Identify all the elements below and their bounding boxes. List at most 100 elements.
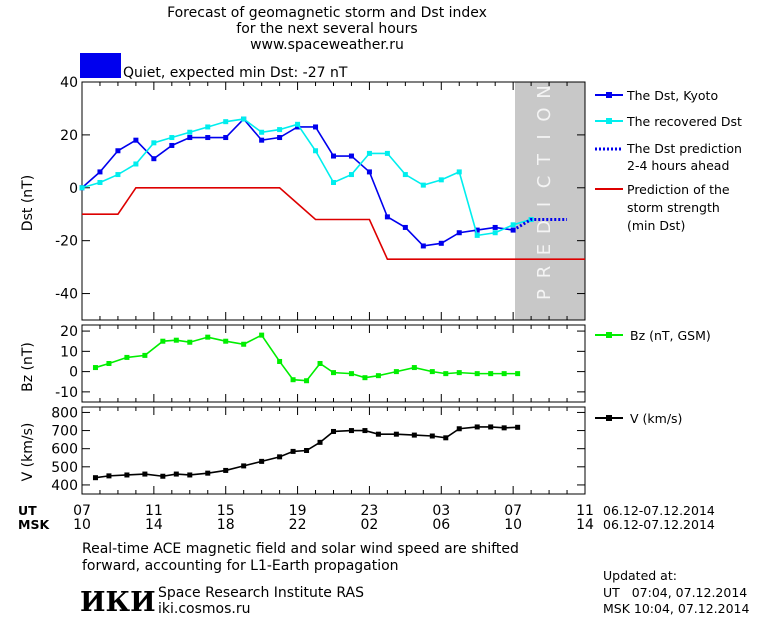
bz-series-0-point xyxy=(290,377,296,383)
v-series-0-point xyxy=(223,467,229,473)
dst-series xyxy=(79,116,585,260)
bz-series-0-point xyxy=(187,339,193,345)
ut-date-range: 06.12-07.12.2014 xyxy=(603,503,715,518)
bz-series-0-point xyxy=(241,341,247,347)
dst-series-1-point xyxy=(205,124,211,130)
prediction-band-letter: I xyxy=(534,202,555,207)
bz-legend: Bz (nT, GSM) xyxy=(595,328,711,343)
bz-y-tick-label: 0 xyxy=(69,365,78,381)
dst-series-0-point xyxy=(492,224,498,230)
dst-series-1-point xyxy=(187,129,193,135)
v-series-0-point xyxy=(277,454,283,460)
dst-series-1-point xyxy=(241,116,247,122)
institute-site-link[interactable]: iki.cosmos.ru xyxy=(158,601,250,617)
dst-series-0-point xyxy=(438,240,444,246)
bz-y-axis-label: Bz (nT) xyxy=(20,342,36,392)
dst-series-0-point xyxy=(151,156,157,162)
footnote-line-2: forward, accounting for L1-Earth propaga… xyxy=(82,558,399,574)
msk-tick-label: 02 xyxy=(361,517,379,533)
dst-y-axis: 40 20 0 -20 -40 xyxy=(55,75,585,303)
v-series-0-point xyxy=(393,431,399,437)
v-series-0-point xyxy=(92,475,98,481)
dst-series-1-point xyxy=(492,230,498,236)
legend-recovered-marker xyxy=(606,118,612,124)
dst-series-1-point xyxy=(348,172,354,178)
bz-series-0-point xyxy=(411,365,417,371)
dst-y-tick-label: 40 xyxy=(60,75,78,91)
v-series-0-point xyxy=(515,424,521,430)
prediction-band-letter: T xyxy=(534,153,555,166)
legend-dst-prediction-horizon: 2-4 hours ahead xyxy=(627,158,729,173)
speed-y-axis: 800 700 600 500 400 xyxy=(51,405,585,494)
dst-y-tick-label: 20 xyxy=(60,128,78,144)
prediction-band-letter: N xyxy=(534,85,555,98)
v-series-0-point xyxy=(173,471,179,477)
bz-series-0-point xyxy=(515,371,521,377)
footnote-line-1: Real-time ACE magnetic field and solar w… xyxy=(82,541,519,557)
v-y-tick-label: 800 xyxy=(51,405,78,421)
dst-series-1-point xyxy=(133,161,139,167)
dst-series-1-point xyxy=(510,222,516,228)
status-color-swatch xyxy=(80,53,121,78)
legend-storm-strength-3: (min Dst) xyxy=(627,218,685,233)
status-text: Quiet, expected min Dst: -27 nT xyxy=(123,65,348,81)
dst-series-1-line xyxy=(81,118,532,237)
dst-series-1-point xyxy=(402,172,408,178)
updated-msk: MSK 10:04, 07.12.2014 xyxy=(603,601,749,616)
dst-series-0-line xyxy=(81,117,514,247)
v-series-0-point xyxy=(488,424,494,430)
chart-title-line-2: for the next several hours xyxy=(236,21,417,37)
dst-series-0-point xyxy=(313,124,319,130)
updated-label: Updated at: xyxy=(603,568,677,583)
dst-series-1-point xyxy=(79,185,85,191)
speed-frame xyxy=(81,406,586,495)
prediction-band-letter: C xyxy=(534,176,555,189)
v-series-0-point xyxy=(348,428,354,434)
dst-y-tick-label: 0 xyxy=(69,181,78,197)
ut-tick-label: 15 xyxy=(217,503,235,519)
chart-title-line-3: www.spaceweather.ru xyxy=(250,37,404,53)
msk-tick-label: 14 xyxy=(145,517,163,533)
v-series-0-point xyxy=(304,448,310,453)
bz-y-tick-label: -10 xyxy=(55,385,78,401)
v-series-0-point xyxy=(443,435,449,441)
prediction-band-letter: O xyxy=(534,107,555,121)
msk-date-range: 06.12-07.12.2014 xyxy=(603,517,715,532)
prediction-band-letter: D xyxy=(534,220,555,234)
bz-series-0-point xyxy=(331,370,336,376)
dst-series-0-point xyxy=(115,148,121,154)
v-series-0-point xyxy=(375,431,381,437)
bz-panel: 20 10 0 -10 Bz (nT) xyxy=(20,324,586,403)
legend-dst-prediction: The Dst prediction xyxy=(626,141,742,156)
bz-series-0-point xyxy=(277,358,283,364)
chart-title-line-1: Forecast of geomagnetic storm and Dst in… xyxy=(167,5,487,21)
v-y-tick-label: 500 xyxy=(51,460,78,476)
bz-series-0-point xyxy=(456,370,462,376)
v-series-0-point xyxy=(429,433,435,439)
bz-series-0-point xyxy=(160,338,166,344)
institute-name: Space Research Institute RAS xyxy=(158,585,364,601)
prediction-band-letter: R xyxy=(534,266,555,279)
bz-series-0-point xyxy=(429,369,435,375)
dst-frame xyxy=(81,81,586,321)
legend-speed-marker xyxy=(606,415,612,421)
bz-series-0-point xyxy=(173,337,179,343)
dst-series-2-line xyxy=(512,218,568,232)
bz-series-0-point xyxy=(106,361,112,366)
v-y-tick-label: 400 xyxy=(51,478,78,494)
bz-series xyxy=(92,332,521,384)
dst-series-1-point xyxy=(331,179,336,185)
dst-series-0-point xyxy=(295,124,301,130)
bz-series-0-point xyxy=(205,334,211,340)
msk-tick-label: 10 xyxy=(73,517,91,533)
bz-x-ticks xyxy=(81,325,586,402)
v-series-0-point xyxy=(259,458,265,464)
dst-series-0-point xyxy=(223,135,229,141)
v-series-0-point xyxy=(106,473,112,479)
v-series-0-point xyxy=(187,472,193,478)
dst-series-0-point xyxy=(169,142,175,148)
v-series-0-point xyxy=(501,425,507,431)
